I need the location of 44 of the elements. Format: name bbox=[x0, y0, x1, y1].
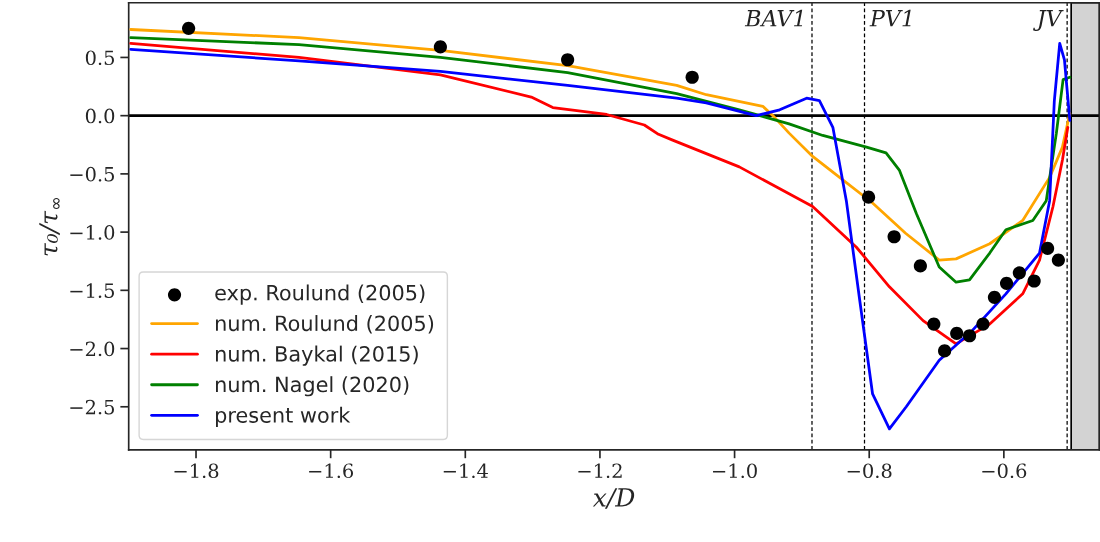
point bbox=[887, 230, 901, 244]
y-tick-label: −2.0 bbox=[70, 341, 115, 357]
point bbox=[182, 21, 196, 35]
point bbox=[561, 53, 575, 67]
x-tick-label: −0.8 bbox=[847, 463, 892, 479]
point bbox=[433, 40, 447, 54]
y-axis-title: τ₀/τ$_{∞}$ bbox=[39, 198, 60, 256]
point bbox=[1012, 266, 1026, 280]
y-tick-label: 0.5 bbox=[85, 50, 115, 66]
y-tick-label: −2.5 bbox=[70, 399, 114, 415]
ref-line-label: BAV1 bbox=[744, 9, 803, 27]
legend-label: num. Nagel (2020) bbox=[216, 376, 409, 397]
x-tick-label: −1.8 bbox=[174, 463, 219, 479]
legend-label: num. Baykal (2015) bbox=[216, 345, 418, 366]
legend-label: exp. Roulund (2005) bbox=[215, 284, 425, 305]
point bbox=[976, 317, 990, 331]
point bbox=[999, 276, 1014, 290]
point bbox=[913, 259, 927, 273]
x-axis-title: x/D bbox=[592, 488, 635, 509]
x-tick-label: −0.6 bbox=[982, 463, 1027, 479]
point bbox=[950, 326, 964, 340]
point bbox=[1041, 241, 1055, 255]
line-series bbox=[129, 42, 1072, 431]
point bbox=[962, 329, 977, 343]
point bbox=[861, 190, 876, 204]
point bbox=[927, 317, 941, 331]
x-tick-label: −1.4 bbox=[443, 463, 488, 479]
legend-label: num. Roulund (2005) bbox=[216, 315, 434, 334]
x-tick-label: −1.0 bbox=[713, 463, 757, 479]
point bbox=[685, 70, 699, 84]
y-tick-label: 0.0 bbox=[85, 108, 115, 124]
y-tick-label: −1.5 bbox=[70, 283, 114, 298]
line-series bbox=[129, 42, 1070, 346]
y-tick-label: −0.5 bbox=[70, 166, 114, 182]
point bbox=[1051, 253, 1065, 267]
point bbox=[938, 344, 952, 358]
point bbox=[1027, 274, 1041, 288]
x-tick-label: −1.2 bbox=[578, 463, 622, 479]
y-tick-label: −1.0 bbox=[70, 225, 115, 240]
point bbox=[987, 290, 1002, 304]
x-tick-label: −1.6 bbox=[309, 463, 354, 479]
ref-line-label: JV bbox=[1033, 10, 1064, 31]
ref-line-label: PV1 bbox=[869, 9, 911, 27]
legend-label: present work bbox=[216, 406, 351, 427]
